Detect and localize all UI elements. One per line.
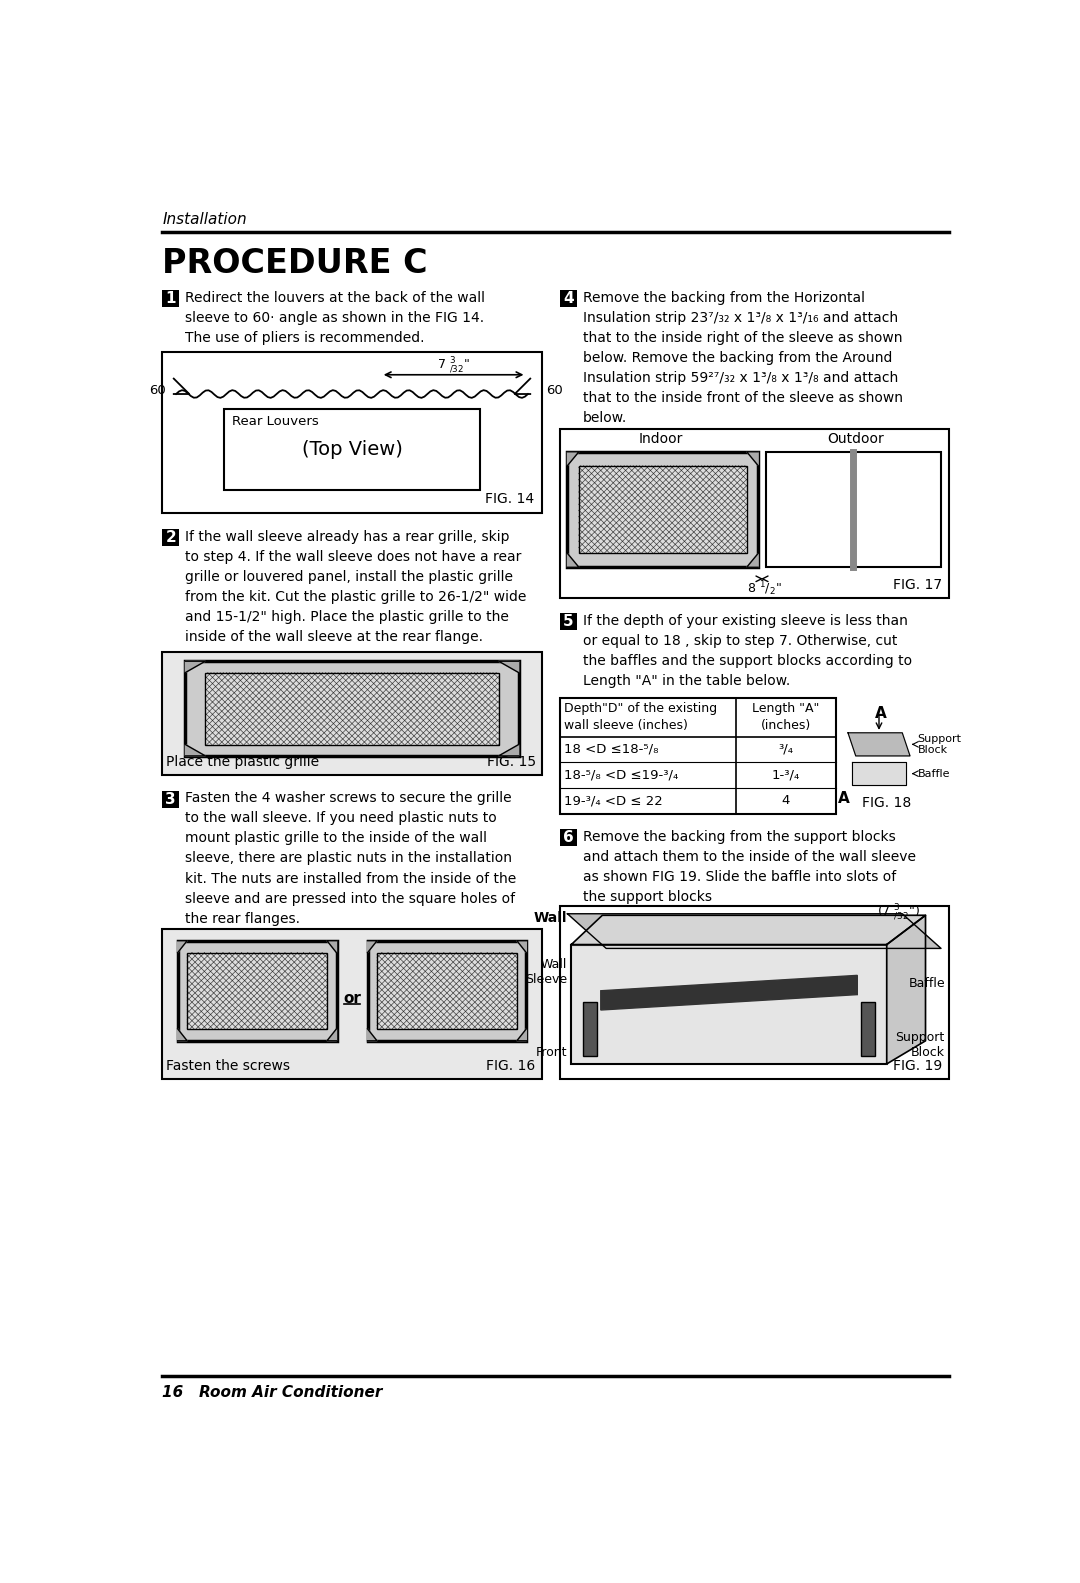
Bar [225, 410, 480, 491]
Text: Redirect the louvers at the back of the wall
sleeve to 60· angle as shown in the: Redirect the louvers at the back of the … [186, 291, 485, 345]
Text: 7 $^{3}_{/32}$": 7 $^{3}_{/32}$" [437, 355, 470, 375]
Text: FIG. 19: FIG. 19 [893, 1059, 943, 1073]
Text: or: or [343, 991, 361, 1005]
Text: Baffle: Baffle [908, 977, 945, 989]
Text: Rear Louvers: Rear Louvers [232, 415, 319, 427]
Text: Baffle: Baffle [918, 769, 950, 779]
Polygon shape [499, 744, 518, 757]
Text: PROCEDURE C: PROCEDURE C [162, 247, 428, 280]
Polygon shape [367, 1029, 377, 1040]
Text: FIG. 17: FIG. 17 [893, 578, 943, 592]
Polygon shape [746, 451, 758, 465]
Polygon shape [327, 1029, 337, 1040]
Text: (7 $^{3}_{/32}$"): (7 $^{3}_{/32}$") [877, 902, 920, 921]
Polygon shape [186, 662, 205, 673]
Text: 1-³/₄: 1-³/₄ [772, 769, 800, 782]
Polygon shape [848, 733, 910, 757]
Bar [766, 451, 941, 567]
Bar [162, 351, 542, 513]
Text: Outdoor: Outdoor [827, 432, 883, 445]
Text: 4: 4 [563, 291, 573, 306]
Polygon shape [367, 940, 377, 953]
Text: 19-³/₄ <D ≤ 22: 19-³/₄ <D ≤ 22 [564, 795, 662, 807]
Bar [186, 662, 518, 757]
Text: FIG. 16: FIG. 16 [486, 1059, 536, 1073]
Text: Length "A"
(inches): Length "A" (inches) [753, 701, 820, 731]
Text: 1: 1 [165, 291, 176, 306]
Polygon shape [746, 554, 758, 567]
Bar [559, 614, 577, 630]
Text: Indoor: Indoor [638, 432, 683, 445]
Bar [162, 529, 179, 546]
Text: A: A [838, 792, 850, 806]
Polygon shape [600, 975, 858, 1010]
Text: If the depth of your existing sleeve is less than
or equal to 18 , skip to step : If the depth of your existing sleeve is … [583, 614, 913, 689]
Text: 4: 4 [782, 795, 791, 807]
Text: (Top View): (Top View) [301, 440, 403, 459]
Bar [367, 940, 526, 1040]
Polygon shape [517, 1029, 526, 1040]
Polygon shape [852, 761, 906, 785]
Polygon shape [177, 1029, 187, 1040]
Bar [559, 698, 836, 814]
Bar [162, 290, 179, 307]
Text: 16   Room Air Conditioner: 16 Room Air Conditioner [162, 1385, 382, 1401]
Bar [559, 829, 577, 845]
Polygon shape [186, 744, 205, 757]
Text: Wall
Sleeve: Wall Sleeve [525, 958, 567, 986]
Polygon shape [567, 451, 579, 465]
Bar [583, 1002, 597, 1056]
Text: Support
Block: Support Block [918, 733, 962, 755]
Polygon shape [567, 554, 579, 567]
Text: Remove the backing from the support blocks
and attach them to the inside of the : Remove the backing from the support bloc… [583, 829, 916, 904]
Bar [205, 673, 499, 744]
Polygon shape [499, 662, 518, 673]
Text: 2: 2 [165, 530, 176, 545]
Polygon shape [567, 913, 941, 948]
Text: 60: 60 [149, 383, 166, 397]
Text: 5: 5 [563, 614, 573, 630]
Text: 60: 60 [545, 383, 563, 397]
Polygon shape [517, 940, 526, 953]
Text: ³/₄: ³/₄ [779, 742, 794, 757]
Text: If the wall sleeve already has a rear grille, skip
to step 4. If the wall sleeve: If the wall sleeve already has a rear gr… [186, 530, 527, 644]
Text: Support
Block: Support Block [895, 1031, 945, 1059]
Text: Fasten the screws: Fasten the screws [166, 1059, 291, 1073]
Text: FIG. 18: FIG. 18 [862, 796, 912, 810]
Polygon shape [327, 940, 337, 953]
Text: Remove the backing from the Horizontal
Insulation strip 23⁷/₃₂ x 1³/₈ x 1³/₁₆ an: Remove the backing from the Horizontal I… [583, 291, 903, 426]
Text: 18 <D ≤18-⁵/₈: 18 <D ≤18-⁵/₈ [564, 742, 658, 757]
Polygon shape [887, 915, 926, 1064]
Text: 18-⁵/₈ <D ≤19-³/₄: 18-⁵/₈ <D ≤19-³/₄ [564, 769, 678, 782]
Bar [162, 929, 542, 1080]
Text: Installation: Installation [162, 212, 246, 226]
Bar [559, 429, 948, 598]
Bar [861, 1002, 875, 1056]
Text: 3: 3 [165, 792, 176, 806]
Polygon shape [571, 915, 926, 945]
Bar [559, 290, 577, 307]
Bar [377, 953, 517, 1029]
Text: Depth"D" of the existing
wall sleeve (inches): Depth"D" of the existing wall sleeve (in… [564, 701, 717, 731]
Bar [162, 790, 179, 807]
Bar [567, 451, 758, 567]
Polygon shape [177, 940, 187, 953]
Bar [579, 465, 746, 554]
Text: A: A [875, 706, 887, 720]
Text: Front: Front [536, 1046, 567, 1059]
Text: 8 $^{1}$/$_{2}$": 8 $^{1}$/$_{2}$" [746, 579, 781, 598]
Bar [571, 945, 887, 1064]
Text: 6: 6 [563, 829, 573, 845]
Bar [187, 953, 327, 1029]
Text: Place the plastic grille: Place the plastic grille [166, 755, 319, 769]
Bar [559, 905, 948, 1080]
Bar [177, 940, 337, 1040]
Bar [162, 652, 542, 776]
Text: FIG. 15: FIG. 15 [487, 755, 536, 769]
Text: Fasten the 4 washer screws to secure the grille
to the wall sleeve. If you need : Fasten the 4 washer screws to secure the… [186, 792, 516, 926]
Text: FIG. 14: FIG. 14 [485, 492, 535, 505]
Text: Wall: Wall [534, 910, 567, 924]
